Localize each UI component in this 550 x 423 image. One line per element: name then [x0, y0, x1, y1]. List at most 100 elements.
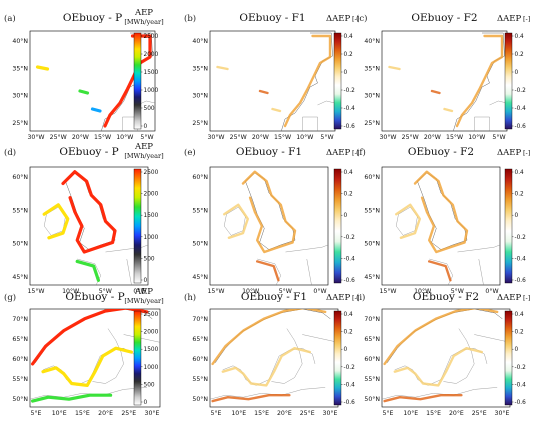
x-tick-label: 10°W	[62, 287, 79, 295]
coastline	[302, 334, 338, 343]
data-track	[90, 107, 102, 113]
colorbar-unit: [-]	[523, 149, 530, 157]
colorbar-tick-label: -0.2	[344, 88, 356, 94]
map-content	[216, 32, 335, 131]
coastline	[306, 258, 312, 285]
x-tick-label: 15°W	[446, 133, 463, 141]
x-tick-label: 20°E	[98, 409, 113, 417]
y-tick-label: 30°N	[364, 92, 380, 100]
coastline	[474, 334, 510, 343]
colorbar-title: ΔAEP	[497, 14, 521, 24]
panel-i: (i) OEbuoy - F2 70°N 65°N 60°N 55°N 50°N5°E 10°…	[356, 291, 530, 417]
colorbar-tick-label: 1500	[144, 347, 159, 353]
x-tick-label: 30°W	[207, 133, 224, 141]
panel-f: (f) OEbuoy - F2 60°N 55°N 50°N 45°N 15°W 10°W 5°…	[356, 146, 530, 295]
x-tick-label: 0°W	[133, 287, 146, 295]
x-tick-label: 10°W	[242, 287, 259, 295]
y-tick-label: 25°N	[12, 119, 28, 127]
colorbar-delta-aep: 0.4 0.2 0 -0.2 -0.4 -0.6 ΔAEP [-]	[497, 14, 530, 130]
coastline	[271, 352, 303, 384]
data-track	[393, 347, 483, 387]
colorbar-tick-label: 500	[144, 382, 155, 388]
panel-e: (e) OEbuoy - F1 60°N 55°N 50°N 45°N 15°W 10°W 5°…	[184, 146, 359, 295]
colorbar-unit: [MWh/year]	[124, 152, 163, 160]
data-track	[258, 89, 269, 95]
coastline	[92, 352, 124, 384]
y-tick-label: 70°N	[12, 315, 28, 323]
data-track	[78, 89, 90, 95]
data-track	[42, 203, 70, 240]
colorbar-tick-label: -0.6	[344, 278, 356, 284]
x-tick-label: 15°W	[27, 287, 44, 295]
colorbar-tick-label: 0.2	[344, 192, 354, 198]
colorbar-tick-label: -0.4	[515, 256, 527, 262]
colorbar-tick-label: 0.4	[515, 170, 525, 176]
colorbar-tick-label: 0.2	[515, 192, 525, 198]
colorbar-delta-aep: 0.4 0.2 0 -0.2 -0.4 -0.6 ΔAEP [-]	[326, 293, 359, 406]
colorbar-tick-label: 2500	[144, 312, 159, 318]
coastline	[382, 387, 498, 400]
y-tick-label: 30°N	[12, 92, 28, 100]
x-tick-label: 30°E	[323, 409, 338, 417]
panel-label: (c)	[356, 13, 367, 24]
colorbar-aep: 2500 2000 1500 1000 500 0 AEP[MWh/year]	[124, 142, 163, 284]
data-track	[383, 309, 499, 366]
panel-label: (b)	[184, 13, 196, 24]
colorbar-unit: [-]	[352, 294, 359, 302]
colorbar-tick-label: 1000	[144, 88, 159, 94]
coastline	[302, 116, 318, 131]
panel-title: OEbuoy - F1	[241, 291, 307, 303]
panel-title: OEbuoy - F2	[413, 291, 479, 303]
colorbar-delta-aep: 0.4 0.2 0 -0.2 -0.4 -0.6 ΔAEP [-]	[326, 14, 359, 130]
colorbar-tick-label: -0.2	[344, 365, 356, 371]
y-tick-label: 25°N	[192, 119, 208, 127]
coastline	[478, 258, 484, 285]
colorbar-tick-label: 0	[344, 70, 348, 76]
data-track	[216, 65, 229, 71]
x-tick-label: 15°E	[426, 409, 441, 417]
coastline	[443, 352, 475, 384]
map-content	[382, 309, 510, 403]
y-tick-label: 40°N	[364, 37, 380, 45]
colorbar-tick-label: 0.4	[344, 170, 354, 176]
colorbar-tick-label: 0	[144, 124, 148, 130]
colorbar-delta-aep: 0.4 0.2 0 -0.2 -0.4 -0.6 ΔAEP [-]	[497, 293, 530, 406]
y-tick-label: 50°N	[12, 395, 28, 403]
coastline	[453, 32, 505, 131]
y-tick-label: 60°N	[364, 355, 380, 363]
x-tick-label: 15°E	[75, 409, 90, 417]
x-tick-label: 5°E	[383, 409, 394, 417]
panel-title: OEbuoy - F2	[408, 146, 474, 158]
x-tick-label: 30°E	[145, 409, 160, 417]
colorbar-tick-label: 500	[144, 106, 155, 112]
x-tick-label: 0°W	[485, 287, 498, 295]
panel-title: OEbuoy - P	[63, 12, 122, 24]
data-track	[383, 394, 463, 403]
panel-label: (f)	[356, 147, 366, 158]
colorbar-unit: [-]	[352, 15, 359, 23]
y-tick-label: 35°N	[192, 64, 208, 72]
panel-h: (h) OEbuoy - F1 70°N 65°N 60°N 55°N 50°N5°E 10°…	[184, 291, 359, 417]
panel-label: (g)	[4, 292, 16, 303]
y-tick-label: 65°N	[364, 335, 380, 343]
data-track	[211, 394, 291, 403]
colorbar-tick-label: 1500	[144, 70, 159, 76]
x-tick-label: 20°E	[449, 409, 464, 417]
data-track	[75, 259, 100, 282]
panel-c: (c) OEbuoy - F2 40°N 35°N 30°N 25°N 30°W 25°W 20…	[356, 12, 530, 141]
colorbar-tick-label: -0.4	[344, 106, 356, 112]
map-content	[388, 32, 507, 131]
x-tick-label: 20°W	[252, 133, 269, 141]
colorbar-unit: [-]	[523, 294, 530, 302]
colorbar-tick-label: -0.4	[344, 256, 356, 262]
y-tick-label: 45°N	[12, 273, 28, 281]
data-track	[61, 170, 117, 254]
colorbar-delta-aep: 0.4 0.2 0 -0.2 -0.4 -0.6 ΔAEP [-]	[326, 148, 359, 284]
y-tick-label: 45°N	[364, 273, 380, 281]
y-tick-label: 50°N	[192, 395, 208, 403]
colorbar-aep: 2500 2000 1500 1000 500 0 AEP[MWh/year]	[124, 287, 163, 406]
colorbar-tick-label: -0.6	[344, 400, 356, 406]
coastline	[105, 244, 148, 253]
colorbar-tick-label: -0.2	[515, 365, 527, 371]
colorbar-unit: [-]	[523, 15, 530, 23]
